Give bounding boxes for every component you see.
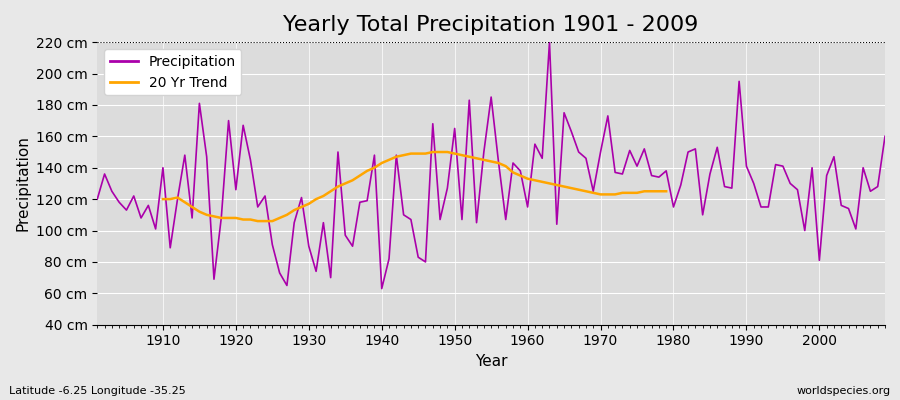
20 Yr Trend [252, 219, 263, 224]
Precipitation [544, 40, 555, 44]
20 Yr Trend [158, 197, 168, 202]
20 Yr Trend [428, 150, 438, 154]
Text: Latitude -6.25 Longitude -35.25: Latitude -6.25 Longitude -35.25 [9, 386, 185, 396]
Precipitation [355, 200, 365, 205]
Title: Yearly Total Precipitation 1901 - 2009: Yearly Total Precipitation 1901 - 2009 [284, 15, 698, 35]
Y-axis label: Precipitation: Precipitation [15, 136, 30, 231]
Line: 20 Yr Trend: 20 Yr Trend [163, 152, 666, 221]
X-axis label: Year: Year [475, 354, 508, 369]
Line: Precipitation: Precipitation [97, 42, 885, 289]
Precipitation [150, 226, 161, 231]
Precipitation [522, 204, 533, 209]
20 Yr Trend [223, 216, 234, 220]
20 Yr Trend [318, 194, 328, 198]
20 Yr Trend [376, 161, 387, 166]
Text: worldspecies.org: worldspecies.org [796, 386, 891, 396]
20 Yr Trend [602, 192, 613, 197]
Precipitation [879, 134, 890, 139]
Legend: Precipitation, 20 Yr Trend: Precipitation, 20 Yr Trend [104, 49, 241, 95]
Precipitation [529, 142, 540, 146]
20 Yr Trend [661, 189, 671, 194]
Precipitation [310, 269, 321, 274]
20 Yr Trend [282, 212, 292, 217]
Precipitation [376, 286, 387, 291]
20 Yr Trend [449, 151, 460, 156]
Precipitation [625, 148, 635, 153]
Precipitation [92, 197, 103, 202]
